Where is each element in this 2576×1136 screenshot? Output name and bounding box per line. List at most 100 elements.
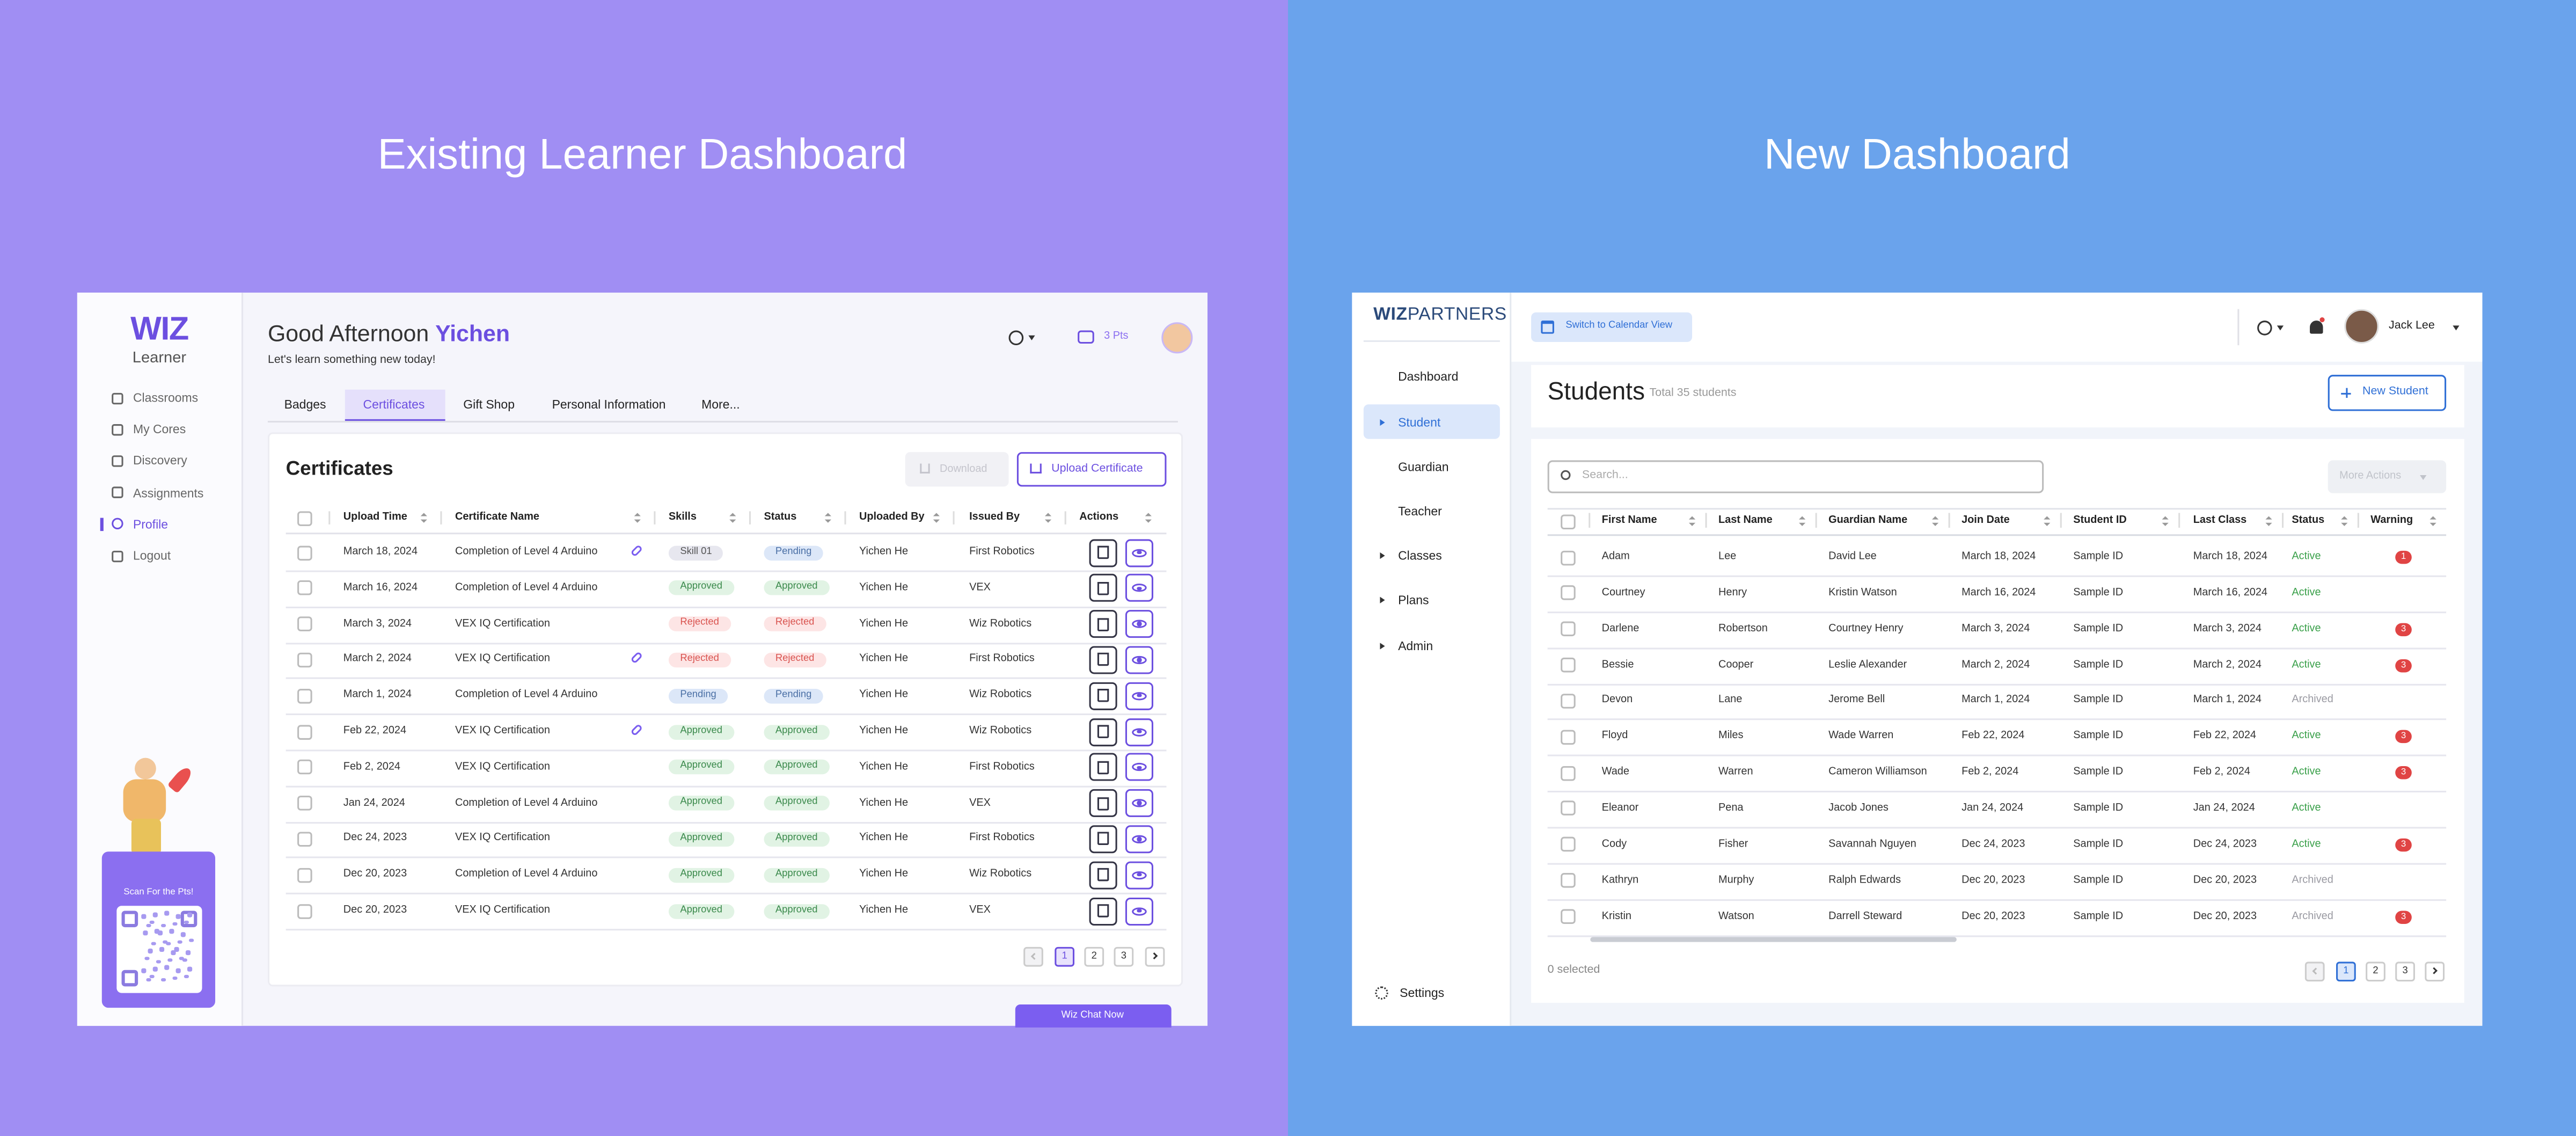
checkbox[interactable] [1561, 513, 1576, 529]
page-button[interactable] [2336, 962, 2356, 982]
tab[interactable]: More... [701, 397, 740, 412]
delete-button[interactable] [1089, 897, 1117, 925]
page-prev[interactable] [1023, 946, 1043, 967]
delete-button[interactable] [1089, 538, 1117, 566]
upload-label[interactable]: Upload Certificate [1051, 462, 1143, 474]
bell-icon[interactable] [2310, 321, 2323, 334]
checkbox[interactable] [297, 832, 312, 847]
nav-item[interactable]: Dashboard [1398, 369, 1459, 384]
checkbox[interactable] [297, 724, 312, 739]
delete-button[interactable] [1089, 825, 1117, 853]
tab[interactable]: Badges [284, 397, 326, 412]
chat-label[interactable]: Wiz Chat Now [1061, 1011, 1124, 1021]
join-date: March 2, 2024 [1962, 658, 2030, 671]
settings[interactable]: Settings [1400, 985, 1445, 1001]
delete-button[interactable] [1089, 574, 1117, 602]
nav-item[interactable]: Student [1398, 415, 1441, 430]
new-student-label[interactable]: New Student [2362, 386, 2428, 398]
page-button[interactable] [1055, 946, 1075, 967]
page-number[interactable]: 2 [1091, 952, 1097, 962]
download-label: Download [940, 463, 987, 475]
nav-item[interactable]: Classrooms [133, 390, 199, 405]
checkbox[interactable] [297, 867, 312, 883]
page-number[interactable]: 1 [1062, 952, 1067, 962]
checkbox[interactable] [1561, 801, 1576, 817]
search-placeholder[interactable]: Search... [1582, 470, 1628, 482]
nav-item[interactable]: Discovery [133, 453, 187, 469]
status-pill: Approved [764, 580, 829, 596]
chat-button[interactable] [1015, 1004, 1172, 1028]
nav-item[interactable]: Assignments [133, 485, 204, 500]
nav-item[interactable]: Teacher [1398, 504, 1442, 519]
checkbox[interactable] [1561, 837, 1576, 853]
delete-button[interactable] [1089, 789, 1117, 818]
nav-item[interactable]: Plans [1398, 592, 1429, 608]
checkbox[interactable] [297, 510, 312, 526]
upload-button[interactable] [1016, 452, 1167, 487]
checkbox[interactable] [1561, 658, 1576, 673]
calendar-label[interactable]: Switch to Calendar View [1565, 321, 1673, 331]
active-indicator [100, 517, 103, 531]
checkbox[interactable] [297, 903, 312, 919]
page-button[interactable] [1114, 946, 1134, 967]
nav-item[interactable]: Classes [1398, 548, 1442, 563]
delete-button[interactable] [1089, 717, 1117, 746]
tab[interactable]: Personal Information [552, 397, 666, 412]
globe-icon[interactable] [2257, 321, 2272, 336]
guardian-name: Courtney Henry [1828, 622, 1904, 635]
checkbox[interactable] [297, 760, 312, 775]
page-button[interactable] [2395, 962, 2415, 982]
page-button[interactable] [1084, 946, 1104, 967]
checkbox[interactable] [1561, 765, 1576, 781]
nav-item[interactable]: Logout [133, 548, 171, 563]
checkbox[interactable] [297, 688, 312, 703]
delete-button[interactable] [1089, 861, 1117, 889]
checkbox[interactable] [297, 580, 312, 596]
tab[interactable]: Certificates [363, 397, 425, 412]
page-number[interactable]: 3 [1121, 952, 1126, 962]
delete-button[interactable] [1089, 646, 1117, 674]
checkbox[interactable] [297, 545, 312, 560]
calendar-button[interactable] [1531, 312, 1693, 342]
avatar[interactable] [1161, 322, 1193, 354]
delete-button[interactable] [1089, 681, 1117, 710]
first-name: Bessie [1601, 658, 1634, 671]
checkbox[interactable] [1561, 586, 1576, 601]
page-next[interactable] [1145, 946, 1165, 967]
qr-dot [167, 957, 172, 962]
checkbox[interactable] [1561, 873, 1576, 889]
nav-item[interactable]: Guardian [1398, 459, 1449, 475]
checkbox[interactable] [297, 796, 312, 811]
search-box[interactable] [1547, 460, 2044, 493]
more-actions-label[interactable]: More Actions [2339, 470, 2402, 482]
page-next[interactable] [2425, 962, 2445, 982]
page-number[interactable]: 2 [2373, 966, 2379, 977]
checkbox[interactable] [297, 652, 312, 667]
checkbox[interactable] [1561, 550, 1576, 565]
qr-dot [175, 968, 180, 973]
tab[interactable]: Gift Shop [463, 397, 515, 412]
avatar[interactable] [2344, 309, 2379, 344]
delete-button[interactable] [1089, 610, 1117, 638]
nav-item[interactable]: Admin [1398, 638, 1433, 654]
join-date: Feb 22, 2024 [1962, 730, 2025, 742]
checkbox[interactable] [1561, 729, 1576, 745]
checkbox[interactable] [1561, 622, 1576, 637]
globe-icon[interactable] [1008, 330, 1024, 346]
nav-icon [112, 424, 123, 435]
user-name[interactable]: Jack Lee [2388, 320, 2435, 332]
page-number[interactable]: 1 [2343, 966, 2349, 977]
page-button[interactable] [2366, 962, 2385, 982]
more-actions-button[interactable] [2328, 460, 2447, 493]
issued-by: First Robotics [969, 545, 1035, 558]
nav-item[interactable]: Profile [133, 516, 169, 531]
checkbox[interactable] [297, 616, 312, 632]
students-card [1531, 439, 2464, 1003]
checkbox[interactable] [1561, 693, 1576, 709]
page-number[interactable]: 3 [2402, 966, 2408, 977]
view-button[interactable] [1125, 574, 1153, 602]
page-prev[interactable] [2304, 962, 2325, 982]
delete-button[interactable] [1089, 753, 1117, 782]
nav-item[interactable]: My Cores [133, 422, 186, 437]
checkbox[interactable] [1561, 909, 1576, 924]
